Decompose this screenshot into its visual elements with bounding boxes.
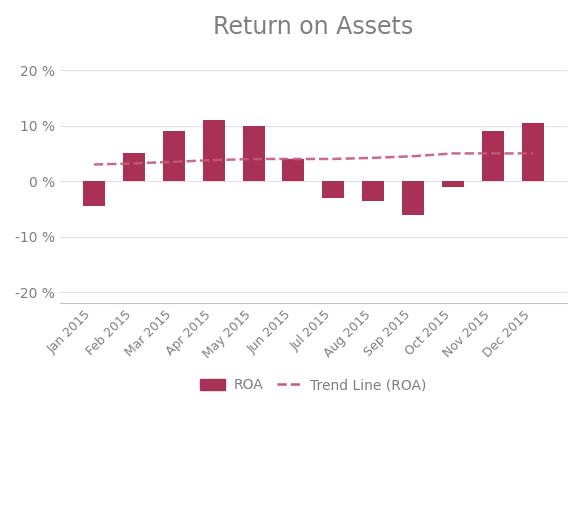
Bar	[322, 181, 345, 198]
Bar	[363, 181, 384, 200]
Bar	[402, 181, 424, 215]
Bar	[203, 120, 225, 181]
Bar	[522, 123, 544, 181]
Bar	[83, 181, 105, 206]
Bar	[243, 126, 265, 181]
Bar	[282, 159, 304, 181]
Bar	[442, 181, 464, 187]
Bar	[482, 131, 504, 181]
Bar	[123, 153, 145, 181]
Title: Return on Assets: Return on Assets	[214, 15, 414, 39]
Legend: ROA, Trend Line (ROA): ROA, Trend Line (ROA)	[193, 371, 434, 399]
Bar	[163, 131, 184, 181]
